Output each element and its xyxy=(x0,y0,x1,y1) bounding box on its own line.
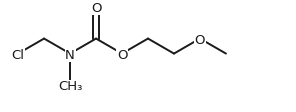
Text: O: O xyxy=(195,34,205,47)
Text: N: N xyxy=(65,49,75,62)
Text: Cl: Cl xyxy=(12,49,25,62)
Text: O: O xyxy=(117,49,127,62)
Text: CH₃: CH₃ xyxy=(58,80,82,93)
Text: O: O xyxy=(91,2,101,15)
